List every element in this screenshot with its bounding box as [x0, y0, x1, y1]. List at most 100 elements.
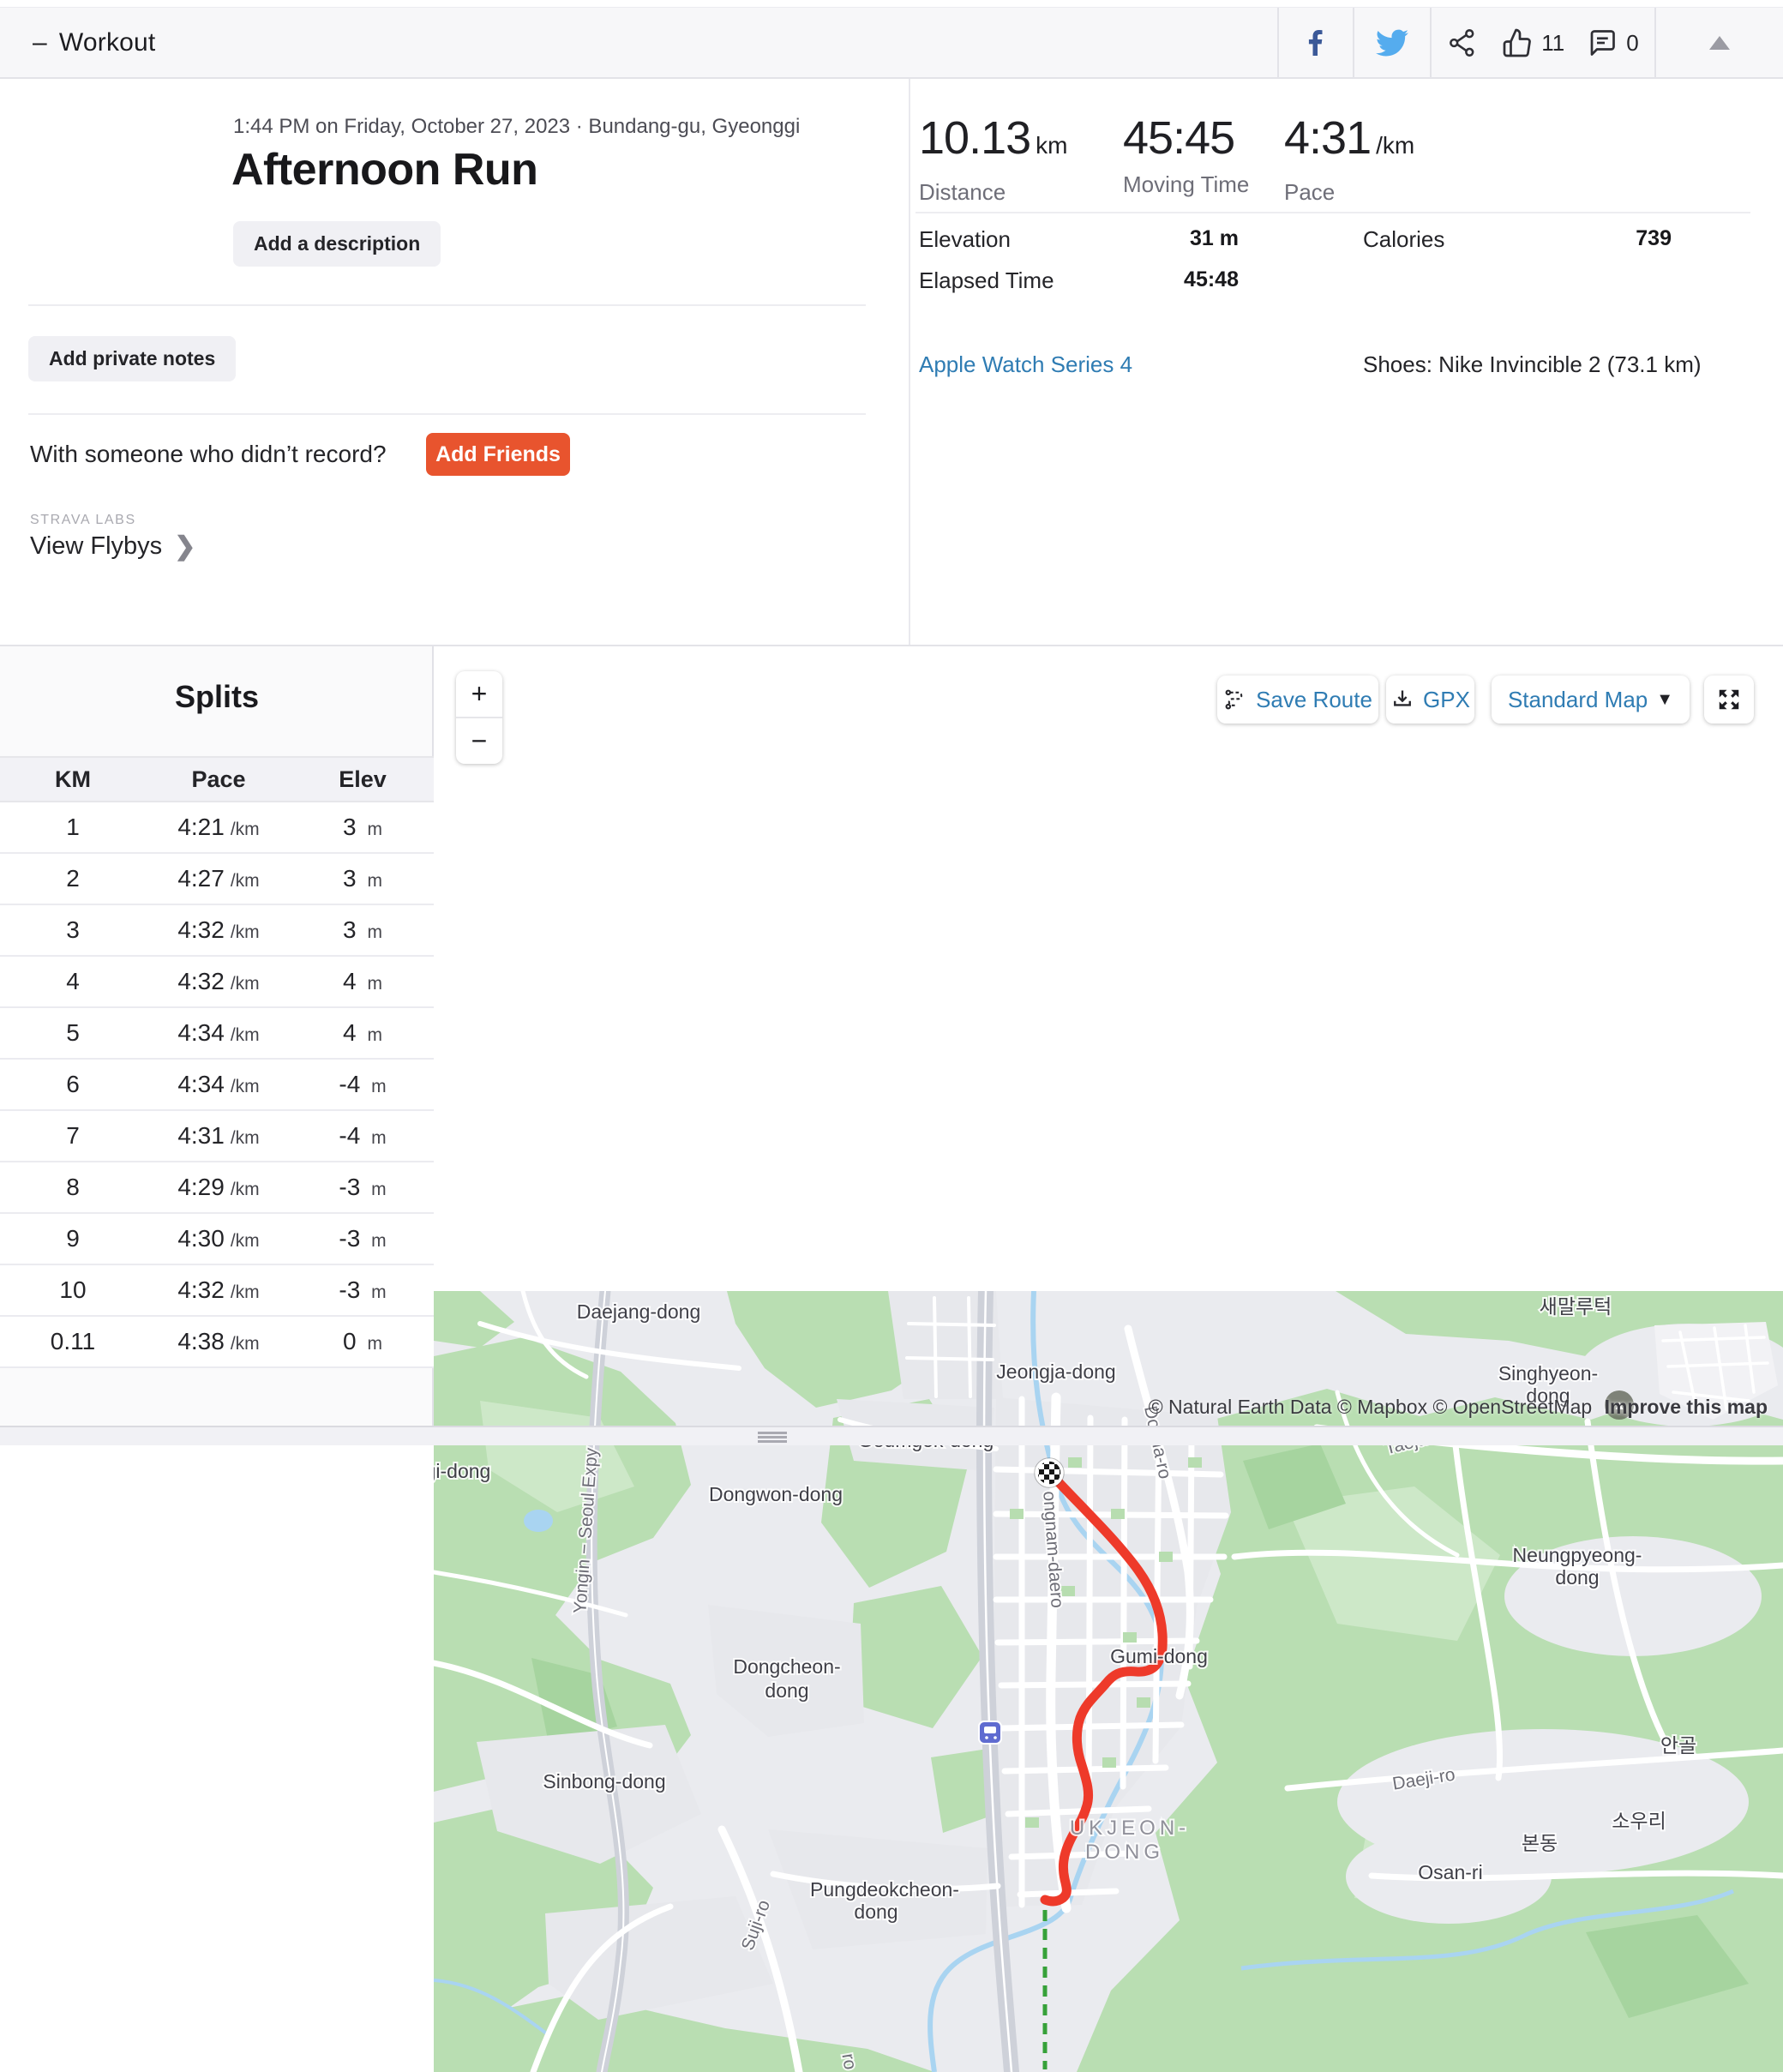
add-description-button[interactable]: Add a description: [233, 221, 441, 267]
map-label: dong: [1526, 1384, 1570, 1407]
splits-row: 1 4:21/km 3 m: [0, 802, 434, 854]
collapse-section-button[interactable]: [1654, 8, 1783, 78]
map-attribution: © Natural Earth Data © Mapbox © OpenStre…: [1148, 1396, 1768, 1418]
stat-moving-time: 45:45 Moving Time: [1123, 112, 1250, 197]
scroll-to-top-button[interactable]: ▲: [1605, 1390, 1634, 1420]
thumbs-up-icon: [1503, 28, 1532, 57]
elapsed-time-value: 45:48: [1184, 267, 1239, 291]
improve-map-link[interactable]: Improve this map: [1604, 1396, 1768, 1418]
facebook-icon: [1308, 30, 1323, 56]
download-icon: [1394, 690, 1411, 706]
elapsed-time-label: Elapsed Time: [919, 267, 1054, 293]
splits-header-row: KM Pace Elev: [0, 756, 434, 802]
activity-datetime-location: 1:44 PM on Friday, October 27, 2023 · Bu…: [233, 115, 801, 138]
collapse-arrow-icon: [1709, 36, 1730, 50]
map-label: dong: [1555, 1566, 1599, 1589]
share-button[interactable]: [1447, 27, 1478, 58]
splits-panel: Splits KM Pace Elev 1 4:21/km 3 m 2 4:27/km 3…: [0, 646, 434, 1427]
calories-value: 739: [1636, 226, 1672, 250]
map-label: Singhyeon-: [1498, 1362, 1598, 1384]
bottom-scrollbar: [0, 1426, 1783, 1445]
facebook-share-button[interactable]: [1277, 8, 1353, 78]
add-private-notes-button[interactable]: Add private notes: [28, 336, 237, 381]
splits-row: 5 4:34/km 4 m: [0, 1007, 434, 1060]
add-friends-button[interactable]: Add Friends: [426, 433, 570, 476]
divider: [28, 413, 866, 415]
gpx-download-button[interactable]: GPX: [1386, 676, 1474, 724]
splits-row: 0.11 4:38/km 0 m: [0, 1316, 434, 1368]
twitter-icon: [1376, 29, 1408, 57]
splits-row: 10 4:32/km -3 m: [0, 1264, 434, 1317]
splits-row: 3 4:32/km 3 m: [0, 904, 434, 957]
arrow-up-icon: ▲: [1612, 1397, 1626, 1413]
splits-row: 9 4:30/km -3 m: [0, 1213, 434, 1265]
vertical-divider: [909, 79, 910, 645]
social-actions-cell: 11 0: [1430, 8, 1654, 78]
zoom-out-button[interactable]: −: [471, 725, 488, 756]
map-lake: [524, 1510, 553, 1532]
calories-label: Calories: [1363, 226, 1445, 252]
splits-row: 8 4:29/km -3 m: [0, 1162, 434, 1214]
collapse-dash-icon[interactable]: –: [33, 28, 47, 57]
map-label: Pungdeokcheon-: [810, 1878, 959, 1901]
zoom-in-button[interactable]: +: [456, 671, 502, 718]
shoes-text: Shoes: Nike Invincible 2 (73.1 km): [1363, 351, 1702, 377]
strava-labs-label: STRAVA LABS: [30, 513, 136, 527]
map-label: Neungpyeong-: [1513, 1544, 1642, 1566]
elevation-label: Elevation: [919, 226, 1011, 252]
stat-pace: 4:31/km Pace: [1284, 112, 1415, 205]
map-label: Daejang-dong: [577, 1300, 701, 1323]
map-label: 새말루턱: [1540, 1295, 1612, 1318]
share-icon: [1450, 29, 1474, 57]
splits-row: 2 4:27/km 3 m: [0, 853, 434, 905]
map-label: dong: [854, 1901, 898, 1923]
device-link[interactable]: Apple Watch Series 4: [919, 351, 1133, 377]
fullscreen-icon: [1719, 689, 1739, 710]
with-someone-text: With someone who didn’t record?: [30, 441, 387, 467]
splits-row: 7 4:31/km -4 m: [0, 1110, 434, 1162]
map-label: ro: [837, 2052, 860, 2071]
splits-row: 4 4:32/km 4 m: [0, 956, 434, 1008]
kudos-count: 11: [1541, 29, 1565, 56]
map-label: Sinbong-dong: [543, 1770, 665, 1793]
map-label: Osan-ri: [1418, 1861, 1482, 1883]
save-route-button[interactable]: Save Route: [1217, 676, 1378, 724]
route-start-marker: [1034, 1457, 1065, 1488]
chevron-right-icon: ❯: [174, 532, 196, 561]
map-label: UKJEON-: [1070, 1817, 1190, 1840]
train-station-icon: [978, 1721, 1002, 1745]
comment-count: 0: [1626, 29, 1639, 56]
map-style-dropdown[interactable]: Standard Map ▼: [1492, 676, 1690, 724]
splits-map-section: Splits KM Pace Elev 1 4:21/km 3 m 2 4:27/km 3…: [0, 645, 1783, 2072]
map-label: 소우리: [1612, 1810, 1666, 1832]
map-label: dong: [765, 1679, 808, 1702]
splits-table-body: 1 4:21/km 3 m 2 4:27/km 3 m 3 4:32/km 3 m 4 4:32/k…: [0, 802, 434, 1368]
page-title: – Workout: [33, 28, 156, 57]
map-label: Dongwon-dong: [709, 1483, 843, 1505]
map-zoom-control: + −: [456, 671, 502, 764]
splits-table: KM Pace Elev 1 4:21/km 3 m 2 4:27/km 3 m 3 4:32…: [0, 756, 434, 1368]
route-icon: [1225, 689, 1243, 710]
twitter-share-button[interactable]: [1353, 8, 1430, 78]
divider: [916, 212, 1750, 213]
stat-distance: 10.13 km Distance: [919, 112, 1068, 205]
map-label: DONG: [1085, 1841, 1164, 1864]
splits-title: Splits: [174, 679, 259, 714]
map-label: Dongcheon-: [733, 1655, 840, 1678]
fullscreen-button[interactable]: [1704, 676, 1754, 724]
map-label: Jeongja-dong: [996, 1360, 1115, 1383]
kudos-button[interactable]: 11: [1502, 27, 1564, 58]
view-flybys-link[interactable]: View Flybys ❯: [30, 532, 196, 561]
map-label: 본동: [1522, 1832, 1558, 1854]
map-label: Gumi-dong: [1110, 1645, 1208, 1667]
scrollbar-handle[interactable]: [758, 1432, 787, 1443]
divider: [28, 304, 866, 306]
elevation-value: 31 m: [1190, 226, 1239, 250]
splits-row: 6 4:34/km -4 m: [0, 1059, 434, 1111]
comments-button[interactable]: 0: [1587, 27, 1639, 58]
activity-title: Afternoon Run: [231, 145, 538, 195]
chevron-down-icon: ▼: [1656, 689, 1674, 709]
workout-header-bar: – Workout 11 0: [0, 7, 1783, 79]
map-label: gi-dong: [434, 1460, 490, 1482]
map-label: 안골: [1660, 1734, 1696, 1757]
